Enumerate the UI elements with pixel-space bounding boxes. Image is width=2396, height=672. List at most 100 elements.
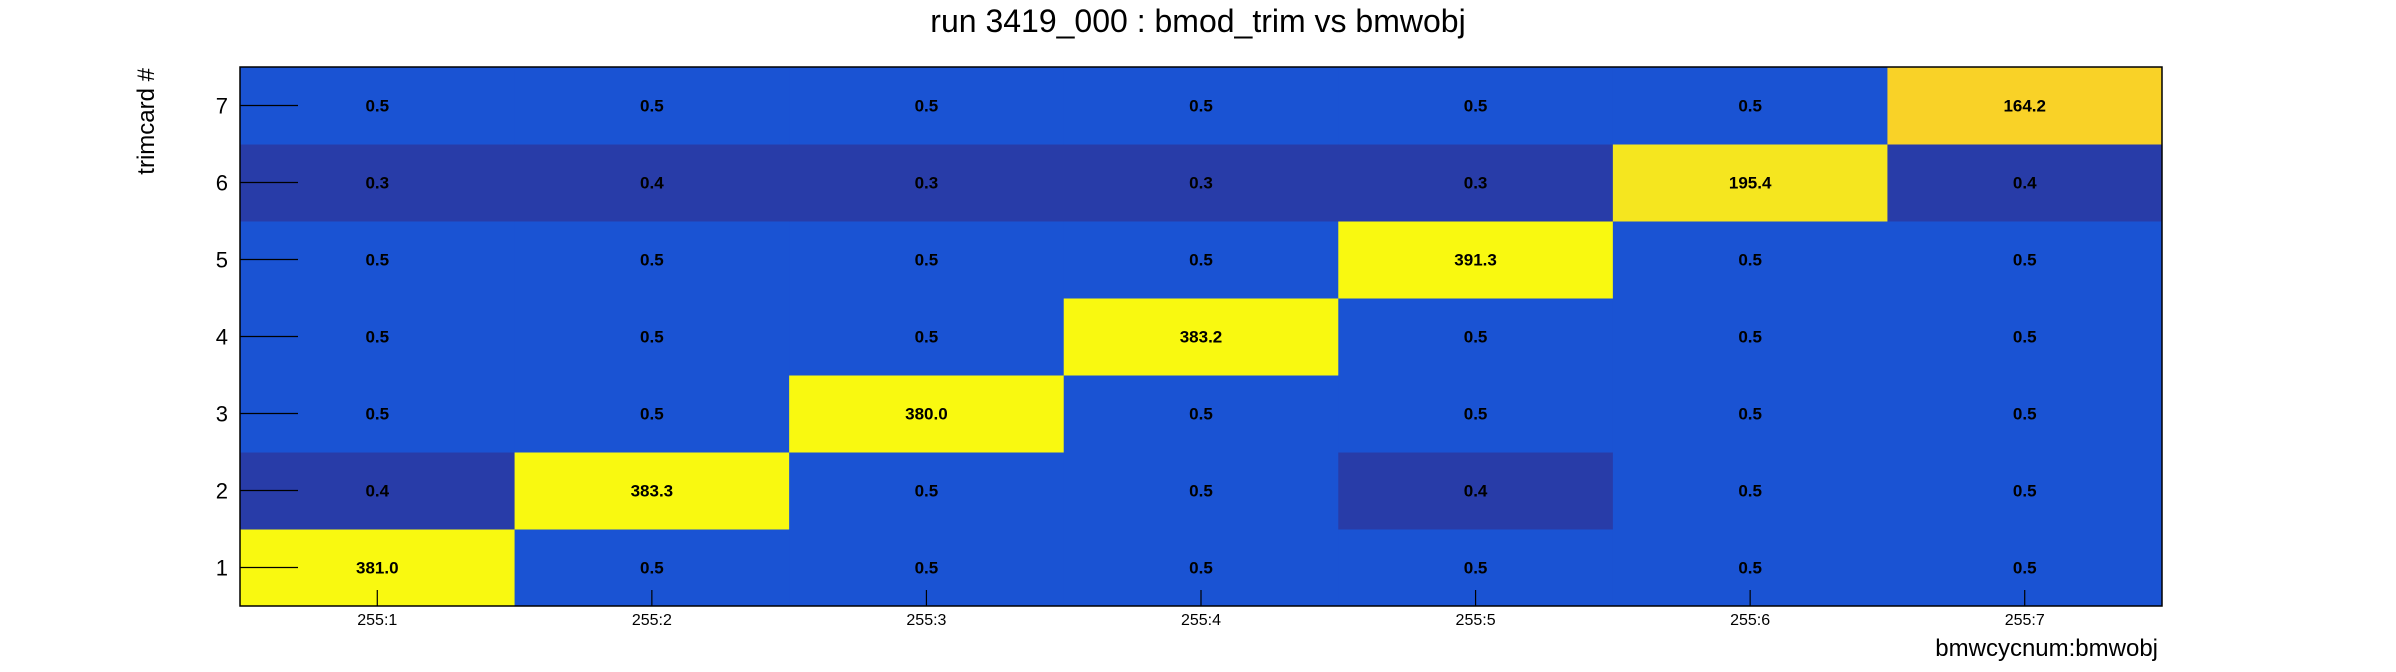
heatmap-cell <box>1612 221 1888 299</box>
cell-value-label: 391.3 <box>1454 251 1497 270</box>
heatmap-cell <box>1063 144 1339 222</box>
cell-value-label: 0.5 <box>1189 559 1213 578</box>
cell-value-label: 0.5 <box>2013 328 2037 347</box>
cell-value-label: 0.5 <box>1464 97 1488 116</box>
cell-value-label: 0.5 <box>1464 559 1488 578</box>
heatmap-cell <box>1338 67 1614 145</box>
cell-value-label: 0.5 <box>1189 482 1213 501</box>
cell-value-label: 0.5 <box>915 97 939 116</box>
heatmap-cell <box>1338 452 1614 530</box>
axes: 1 2 3 4 5 6 7 255:1 255:2 255:3 255:4 255:5 255:6 255… <box>216 66 2163 629</box>
heatmap-cell <box>1063 67 1339 145</box>
cell-value-label: 0.4 <box>1464 482 1488 501</box>
cell-value-label: 0.5 <box>640 405 664 424</box>
x-tick-label: 255:4 <box>1181 612 1221 629</box>
cell-value-label: 0.5 <box>2013 251 2037 270</box>
y-tick-label: 4 <box>216 325 228 350</box>
y-axis-title: trimcard # <box>133 67 160 174</box>
cell-value-label: 0.5 <box>365 251 389 270</box>
cell-value-label: 0.5 <box>2013 559 2037 578</box>
heatmap-cell <box>514 221 790 299</box>
y-tick-label: 1 <box>216 556 228 581</box>
heatmap-cells <box>240 67 2163 607</box>
cell-value-label: 0.5 <box>1738 482 1762 501</box>
cell-value-label: 383.2 <box>1180 328 1223 347</box>
y-tick-label: 6 <box>216 171 228 196</box>
heatmap-cell <box>1063 452 1339 530</box>
heatmap-cell <box>789 221 1065 299</box>
x-tick-label: 255:3 <box>906 612 946 629</box>
y-tick-label: 7 <box>216 94 228 119</box>
cell-value-label: 0.5 <box>1189 97 1213 116</box>
cell-value-label: 0.5 <box>2013 405 2037 424</box>
y-tick-label: 5 <box>216 248 228 273</box>
heatmap-cell <box>1338 375 1614 453</box>
cell-value-label: 0.3 <box>1464 174 1488 193</box>
x-tick-label: 255:2 <box>632 612 672 629</box>
cell-value-label: 0.5 <box>1738 251 1762 270</box>
chart-title: run 3419_000 : bmod_trim vs bmwobj <box>930 3 1465 39</box>
heatmap-cell <box>789 67 1065 145</box>
cell-value-label: 164.2 <box>2003 97 2046 116</box>
heatmap-cell <box>1887 67 2163 145</box>
cell-value-label: 0.5 <box>2013 482 2037 501</box>
cell-value-label: 0.5 <box>640 328 664 347</box>
x-tick-label: 255:5 <box>1456 612 1496 629</box>
heatmap-cell <box>1063 221 1339 299</box>
heatmap-cell <box>789 298 1065 376</box>
cell-value-label: 0.5 <box>640 97 664 116</box>
heatmap-cell <box>1612 452 1888 530</box>
cell-labels: 381.0 0.5 0.5 0.5 0.5 0.5 0.5 0.4 383.3 0.5 0.5 0.4… <box>356 97 2046 578</box>
heatmap-cell <box>514 452 790 530</box>
cell-value-label: 0.5 <box>915 328 939 347</box>
heatmap-cell <box>1887 221 2163 299</box>
cell-value-label: 0.5 <box>1189 251 1213 270</box>
x-tick-label: 255:6 <box>1730 612 1770 629</box>
y-tick-label: 3 <box>216 402 228 427</box>
heatmap-cell <box>789 375 1065 453</box>
cell-value-label: 0.3 <box>365 174 389 193</box>
heatmap-cell <box>1612 144 1888 222</box>
heatmap-cell <box>514 298 790 376</box>
heatmap-cell <box>1887 144 2163 222</box>
heatmap-cell <box>1612 298 1888 376</box>
cell-value-label: 383.3 <box>631 482 674 501</box>
heatmap-cell <box>1338 144 1614 222</box>
heatmap-cell <box>514 375 790 453</box>
heatmap-cell <box>1338 221 1614 299</box>
heatmap-cell <box>1887 375 2163 453</box>
cell-value-label: 0.3 <box>1189 174 1213 193</box>
x-tick-label: 255:7 <box>2005 612 2045 629</box>
cell-value-label: 380.0 <box>905 405 948 424</box>
cell-value-label: 195.4 <box>1729 174 1772 193</box>
cell-value-label: 0.5 <box>1738 328 1762 347</box>
cell-value-label: 0.5 <box>1189 405 1213 424</box>
cell-value-label: 0.5 <box>640 251 664 270</box>
x-tick-label: 255:1 <box>357 612 397 629</box>
cell-value-label: 0.5 <box>1464 328 1488 347</box>
cell-value-label: 0.5 <box>915 251 939 270</box>
heatmap-cell <box>789 144 1065 222</box>
cell-value-label: 381.0 <box>356 559 399 578</box>
heatmap-cell <box>1887 298 2163 376</box>
cell-value-label: 0.4 <box>640 174 664 193</box>
cell-value-label: 0.5 <box>1738 97 1762 116</box>
heatmap-cell <box>1063 298 1339 376</box>
cell-value-label: 0.5 <box>915 559 939 578</box>
heatmap-cell <box>1612 67 1888 145</box>
cell-value-label: 0.4 <box>2013 174 2037 193</box>
heatmap-cell <box>514 67 790 145</box>
heatmap-cell <box>1612 375 1888 453</box>
cell-value-label: 0.5 <box>1738 405 1762 424</box>
cell-value-label: 0.5 <box>365 97 389 116</box>
x-axis-title: bmwcycnum:bmwobj <box>1935 635 2158 662</box>
cell-value-label: 0.5 <box>640 559 664 578</box>
cell-value-label: 0.5 <box>915 482 939 501</box>
heatmap-cell <box>789 452 1065 530</box>
heatmap-cell <box>1887 452 2163 530</box>
cell-value-label: 0.5 <box>1738 559 1762 578</box>
cell-value-label: 0.3 <box>915 174 939 193</box>
cell-value-label: 0.5 <box>365 328 389 347</box>
heatmap-cell <box>514 144 790 222</box>
